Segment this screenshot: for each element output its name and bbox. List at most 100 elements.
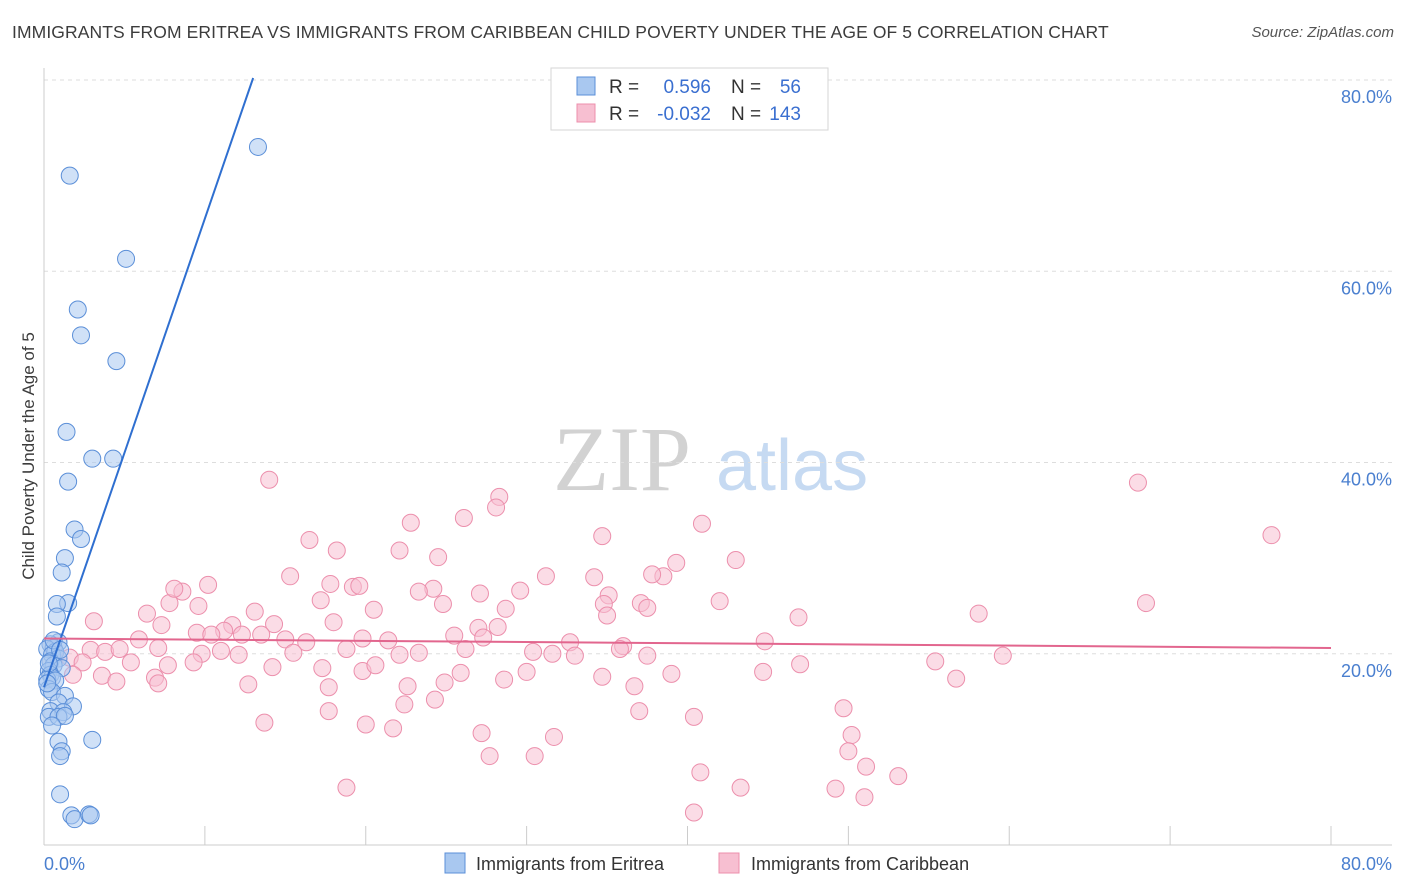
point-eritrea [117, 249, 136, 268]
point-caribbean [239, 675, 258, 694]
point-caribbean [149, 639, 168, 658]
point-caribbean [425, 690, 444, 709]
point-caribbean [110, 639, 129, 658]
point-caribbean [121, 653, 140, 672]
bottom-legend-swatch-eritrea [444, 852, 466, 874]
point-caribbean [260, 470, 279, 489]
point-caribbean [353, 629, 372, 648]
point-caribbean [189, 596, 208, 615]
point-caribbean [456, 639, 475, 658]
point-caribbean [327, 541, 346, 560]
point-eritrea [43, 716, 62, 735]
point-caribbean [754, 662, 773, 681]
bottom-legend-label-caribbean: Immigrants from Caribbean [751, 854, 969, 874]
series-eritrea [38, 137, 267, 829]
point-caribbean [84, 612, 103, 631]
point-caribbean [149, 674, 168, 693]
point-caribbean [252, 625, 271, 644]
point-caribbean [472, 724, 491, 743]
point-caribbean [356, 715, 375, 734]
y-tick-label: 80.0% [1341, 87, 1392, 107]
point-caribbean [199, 575, 218, 594]
x-tick-label-min: 0.0% [44, 854, 85, 874]
point-eritrea [72, 326, 91, 345]
point-caribbean [107, 672, 126, 691]
point-eritrea [68, 300, 87, 319]
point-caribbean [842, 726, 861, 745]
point-caribbean [324, 613, 343, 632]
point-eritrea [57, 422, 76, 441]
point-caribbean [839, 742, 858, 761]
legend: R = 0.596 N = 56 R = -0.032 N = 143 [550, 67, 829, 131]
legend-r-label-caribbean: R = [609, 104, 639, 125]
point-caribbean [691, 763, 710, 782]
point-caribbean [731, 778, 750, 797]
point-caribbean [993, 646, 1012, 665]
trendline-caribbean [43, 637, 1332, 650]
point-caribbean [297, 633, 316, 652]
point-caribbean [281, 567, 300, 586]
point-caribbean [395, 695, 414, 714]
legend-r-value-caribbean: -0.032 [657, 104, 711, 125]
point-caribbean [630, 702, 649, 721]
point-caribbean [791, 655, 810, 674]
point-caribbean [337, 778, 356, 797]
point-caribbean [1128, 473, 1147, 492]
point-caribbean [834, 699, 853, 718]
point-eritrea [104, 449, 123, 468]
point-caribbean [789, 608, 808, 627]
point-caribbean [543, 644, 562, 663]
point-caribbean [429, 548, 448, 567]
x-ticks [204, 826, 1332, 845]
point-caribbean [889, 767, 908, 786]
bottom-legend: Immigrants from Eritrea Immigrants from … [444, 852, 969, 874]
point-caribbean [638, 646, 657, 665]
point-caribbean [525, 747, 544, 766]
point-caribbean [366, 656, 385, 675]
watermark: ZIP atlas [553, 408, 868, 510]
point-caribbean [1262, 526, 1281, 545]
point-caribbean [926, 652, 945, 671]
point-caribbean [184, 653, 203, 672]
point-caribbean [855, 788, 874, 807]
point-caribbean [409, 643, 428, 662]
y-axis-title: Child Poverty Under the Age of 5 [19, 332, 38, 580]
point-caribbean [300, 530, 319, 549]
point-caribbean [625, 677, 644, 696]
legend-r-value-eritrea: 0.596 [663, 77, 711, 98]
point-caribbean [390, 645, 409, 664]
trendlines [43, 77, 1332, 688]
point-caribbean [496, 599, 515, 618]
point-caribbean [435, 673, 454, 692]
point-caribbean [593, 527, 612, 546]
gridlines [44, 79, 1392, 655]
point-caribbean [319, 702, 338, 721]
point-caribbean [451, 663, 470, 682]
point-caribbean [585, 568, 604, 587]
point-caribbean [474, 628, 493, 647]
point-caribbean [488, 617, 507, 636]
watermark-atlas: atlas [716, 426, 868, 506]
point-caribbean [1136, 594, 1155, 613]
point-caribbean [511, 581, 530, 600]
point-eritrea [248, 137, 267, 156]
point-caribbean [454, 508, 473, 527]
point-caribbean [350, 576, 369, 595]
point-caribbean [390, 541, 409, 560]
point-eritrea [72, 530, 91, 548]
point-caribbean [495, 670, 514, 689]
point-caribbean [284, 643, 303, 662]
point-caribbean [610, 639, 629, 658]
trendline-eritrea [43, 77, 255, 688]
point-eritrea [107, 352, 126, 371]
legend-n-value-caribbean: 143 [769, 104, 801, 125]
point-caribbean [398, 677, 417, 696]
point-eritrea [81, 806, 100, 825]
y-tick-label: 60.0% [1341, 278, 1392, 298]
point-caribbean [384, 719, 403, 738]
point-caribbean [433, 595, 452, 614]
legend-r-label-eritrea: R = [609, 77, 639, 98]
point-caribbean [710, 592, 729, 611]
x-tick-label-max: 80.0% [1341, 854, 1392, 874]
point-caribbean [593, 667, 612, 686]
